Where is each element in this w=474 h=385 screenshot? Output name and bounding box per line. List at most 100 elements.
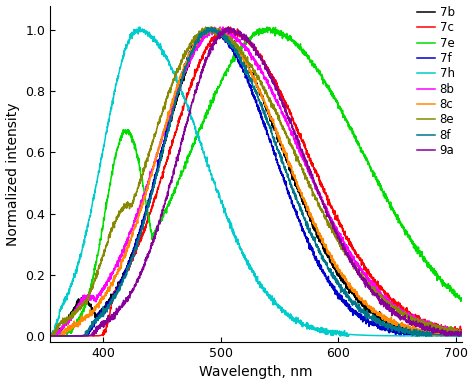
8b: [63, 321, 69, 326]
8b: [41, 333, 47, 338]
8c: [236, 51, 242, 55]
8e: [465, 331, 470, 336]
8c: [465, 333, 470, 338]
8e: [203, 25, 209, 29]
9a: [453, 330, 458, 335]
7h: [49, 333, 55, 338]
9a: [41, 333, 47, 338]
7b: [237, 46, 242, 51]
7f: [453, 333, 458, 338]
7c: [465, 328, 470, 333]
9a: [453, 332, 458, 336]
8b: [217, 25, 223, 29]
8c: [208, 25, 213, 29]
8b: [237, 39, 242, 44]
8f: [209, 25, 215, 29]
7f: [453, 333, 458, 338]
7b: [453, 333, 458, 337]
9a: [375, 296, 381, 301]
7e: [63, 328, 69, 333]
7h: [453, 333, 458, 338]
8f: [41, 333, 47, 338]
7c: [236, 30, 242, 35]
7b: [375, 314, 381, 318]
Line: 7e: 7e: [44, 27, 467, 336]
8e: [63, 316, 69, 320]
7e: [453, 293, 458, 298]
8e: [50, 333, 55, 338]
7e: [247, 38, 253, 43]
8e: [237, 48, 242, 53]
8c: [375, 313, 381, 318]
7f: [208, 26, 213, 30]
8f: [237, 53, 242, 58]
Line: 8c: 8c: [44, 27, 467, 336]
9a: [465, 332, 470, 337]
7h: [237, 242, 242, 246]
8f: [453, 333, 458, 338]
8c: [247, 69, 253, 73]
9a: [225, 25, 231, 29]
8b: [453, 329, 458, 333]
7b: [465, 333, 470, 338]
8f: [63, 333, 69, 338]
X-axis label: Wavelength, nm: Wavelength, nm: [199, 365, 312, 380]
8e: [375, 294, 381, 298]
7e: [465, 299, 470, 303]
7f: [465, 333, 470, 338]
7e: [236, 48, 242, 52]
7b: [63, 323, 69, 328]
7h: [41, 333, 47, 338]
Line: 7c: 7c: [44, 27, 467, 336]
7h: [453, 333, 458, 338]
7f: [63, 333, 69, 338]
7f: [41, 333, 47, 338]
8e: [453, 327, 458, 331]
Line: 8f: 8f: [44, 27, 467, 336]
9a: [237, 30, 242, 35]
8e: [41, 333, 47, 338]
7h: [247, 266, 253, 271]
8f: [247, 77, 253, 82]
7c: [247, 41, 253, 46]
9a: [63, 333, 69, 338]
Line: 8b: 8b: [44, 27, 467, 336]
8b: [465, 330, 470, 335]
7c: [226, 25, 231, 29]
7h: [63, 295, 69, 299]
8f: [84, 333, 90, 338]
7c: [41, 333, 47, 338]
7h: [465, 333, 470, 338]
8c: [453, 333, 458, 337]
7f: [375, 326, 381, 331]
7h: [375, 333, 381, 338]
8c: [63, 329, 69, 334]
7f: [236, 58, 242, 63]
8e: [453, 328, 458, 333]
8c: [41, 333, 47, 338]
7b: [453, 333, 458, 337]
8b: [453, 330, 458, 334]
7b: [209, 26, 215, 31]
7c: [453, 329, 458, 334]
7c: [453, 327, 458, 331]
8e: [247, 63, 253, 68]
7c: [63, 333, 69, 338]
Legend: 7b, 7c, 7e, 7f, 7h, 8b, 8c, 8e, 8f, 9a: 7b, 7c, 7e, 7f, 7h, 8b, 8c, 8e, 8f, 9a: [416, 5, 456, 158]
9a: [91, 333, 96, 338]
9a: [247, 39, 253, 44]
7e: [264, 25, 270, 29]
Line: 7b: 7b: [44, 28, 467, 336]
8f: [465, 333, 470, 338]
8b: [247, 54, 253, 58]
7e: [41, 333, 47, 338]
8c: [453, 333, 458, 337]
7h: [137, 25, 143, 29]
8f: [375, 317, 381, 322]
Line: 7h: 7h: [44, 27, 467, 336]
8b: [51, 333, 56, 338]
8c: [433, 333, 438, 338]
8b: [375, 287, 381, 292]
7c: [375, 283, 381, 287]
7f: [247, 85, 253, 90]
